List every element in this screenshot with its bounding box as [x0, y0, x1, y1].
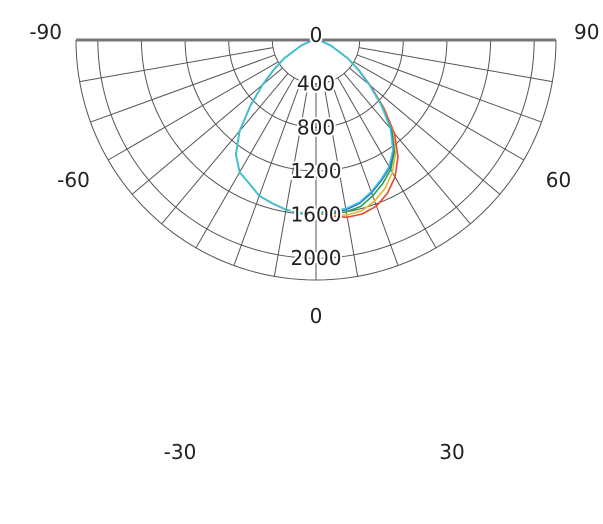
angle-tick-label-30: 30 [439, 440, 464, 464]
grid-spoke-60 [353, 61, 525, 161]
label-group: 400 800 1200 1600 2000 -90 90 -60 60 -30 30 0 0 [29, 20, 599, 464]
radial-tick-label-800: 800 [297, 115, 335, 139]
grid-spoke-70 [356, 54, 542, 123]
radial-tick-label-2000: 2000 [291, 246, 342, 270]
angle-tick-label-0: 0 [310, 304, 323, 328]
angle-tick-label-60: 60 [546, 168, 571, 192]
grid-spoke--70 [90, 54, 276, 123]
grid-spoke--80 [79, 47, 274, 83]
angle-tick-label-90: 90 [574, 20, 599, 44]
angle-tick-label--30: -30 [164, 440, 197, 464]
series-line-5 [235, 39, 394, 214]
grid-spoke--10 [273, 82, 309, 277]
series-group [235, 39, 399, 219]
grid-spoke-30 [337, 77, 437, 249]
grid-spoke--20 [233, 80, 302, 266]
grid-spoke--50 [131, 67, 283, 195]
polar-grid [75, 38, 557, 281]
grid-spoke--30 [195, 77, 295, 249]
grid-spoke-40 [343, 73, 471, 225]
grid-spoke--60 [107, 61, 279, 161]
grid-spoke--40 [161, 73, 289, 225]
grid-spoke-50 [349, 67, 501, 195]
angle-tick-label--60: -60 [57, 168, 90, 192]
grid-spoke-10 [323, 82, 359, 277]
center-label: 0 [310, 23, 323, 47]
radial-tick-label-1200: 1200 [291, 159, 342, 183]
radial-tick-label-400: 400 [297, 72, 335, 96]
grid-spoke-80 [358, 47, 553, 83]
angle-tick-label--90: -90 [29, 20, 62, 44]
grid-spoke-20 [330, 80, 399, 266]
radial-tick-label-1600: 1600 [291, 203, 342, 227]
